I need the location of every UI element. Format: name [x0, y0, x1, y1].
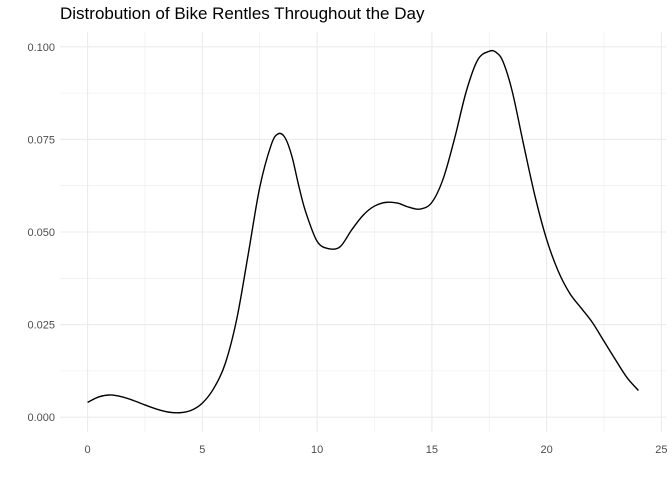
y-tick-label: 0.050 — [27, 227, 55, 239]
y-axis-tick-labels: 0.000 0.025 0.050 0.075 0.100 — [27, 42, 55, 424]
y-tick-label: 0.000 — [27, 412, 55, 424]
y-tick-label: 0.025 — [27, 320, 55, 332]
x-tick-label: 25 — [655, 444, 667, 456]
x-tick-label: 5 — [199, 444, 205, 456]
x-axis-tick-labels: 0 5 10 15 20 25 — [84, 444, 667, 456]
x-tick-label: 0 — [84, 444, 90, 456]
chart-title: Distrobution of Bike Rentles Throughout … — [60, 4, 425, 23]
major-gridlines — [60, 32, 666, 432]
y-tick-label: 0.075 — [27, 134, 55, 146]
y-tick-label: 0.100 — [27, 42, 55, 54]
x-tick-label: 10 — [311, 444, 323, 456]
density-line — [87, 49, 639, 414]
x-tick-label: 15 — [426, 444, 438, 456]
series-layer — [87, 49, 639, 414]
x-tick-label: 20 — [541, 444, 553, 456]
